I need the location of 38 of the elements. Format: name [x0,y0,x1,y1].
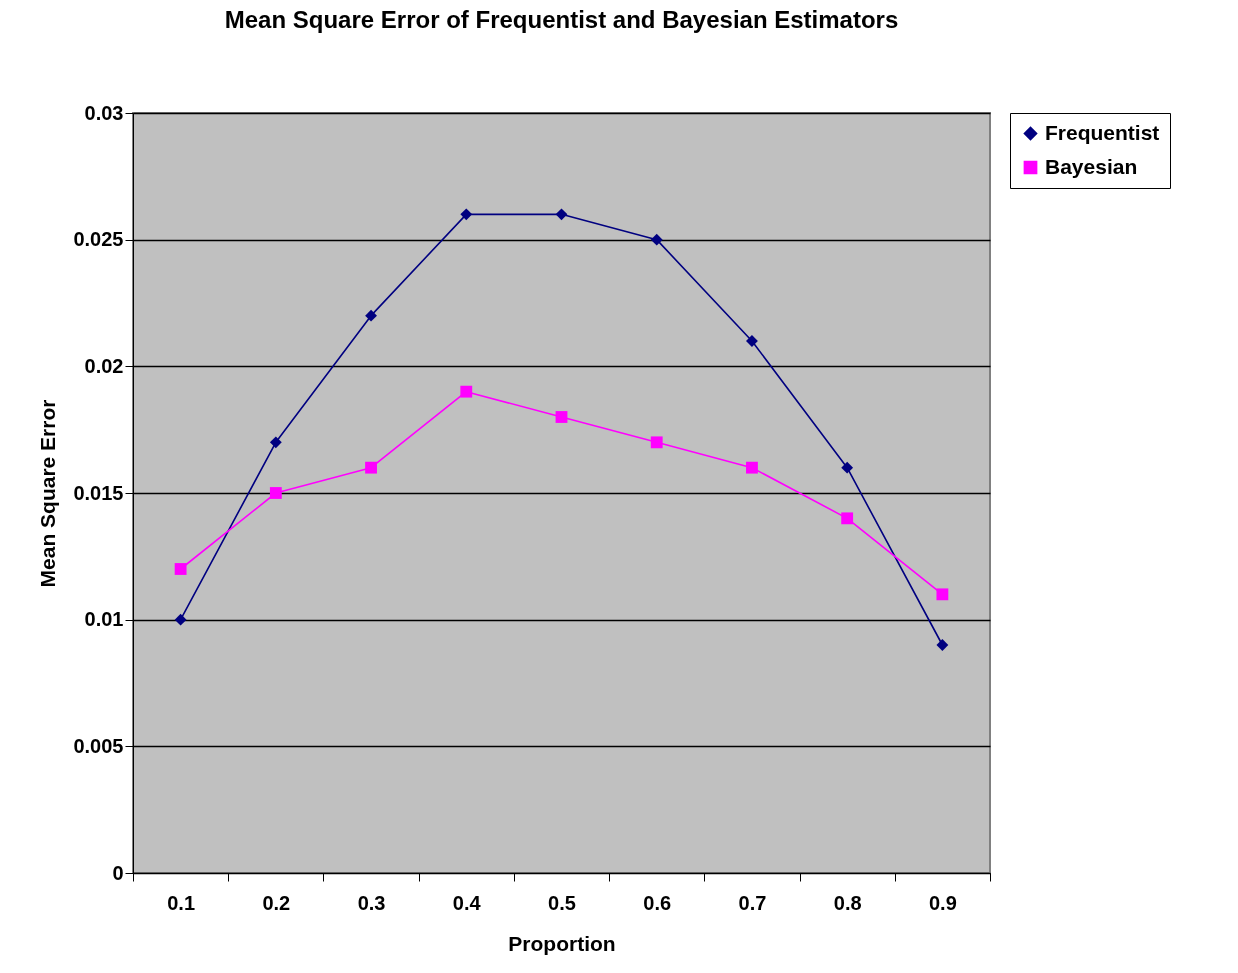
x-tick-label: 0.4 [452,891,482,914]
x-axis-title: Proportion [508,931,616,955]
y-tick-label: 0.03 [84,101,124,124]
y-tick-label: 0.02 [84,354,124,377]
y-tick-label: 0.01 [84,608,124,631]
point [365,461,377,474]
y-tick-label: 0.015 [73,481,124,504]
y-tick-label: 0 [112,861,124,884]
legend-label: Bayesian [1045,154,1138,178]
point [174,563,187,575]
x-tick-label: 0.6 [643,891,672,914]
y-axis-title: Mean Square Error [36,399,60,588]
point [555,208,568,221]
y-tick-label: 0.025 [73,228,124,251]
point [269,487,282,499]
legend-label: Frequentist [1045,120,1160,144]
x-tick-label: 0.2 [262,891,291,914]
y-tick-label: 0.005 [73,734,124,757]
x-tick-label: 0.8 [833,891,862,914]
point [936,639,949,651]
x-tick-label: 0.7 [738,891,767,914]
point [555,411,568,423]
point [746,461,758,474]
point [841,512,854,525]
point [174,613,187,626]
point [460,208,473,221]
x-tick-label: 0.9 [928,891,957,914]
chart-title: Mean Square Error of Frequentist and Bayesian Estimators [224,6,899,33]
point [365,309,377,322]
point [460,385,473,398]
point [650,436,663,449]
x-tick-label: 0.5 [548,891,576,914]
point [269,436,282,449]
x-tick-label: 0.1 [167,891,196,914]
point [841,461,854,474]
point [936,588,949,601]
point [650,233,663,246]
x-tick-label: 0.3 [357,891,386,914]
